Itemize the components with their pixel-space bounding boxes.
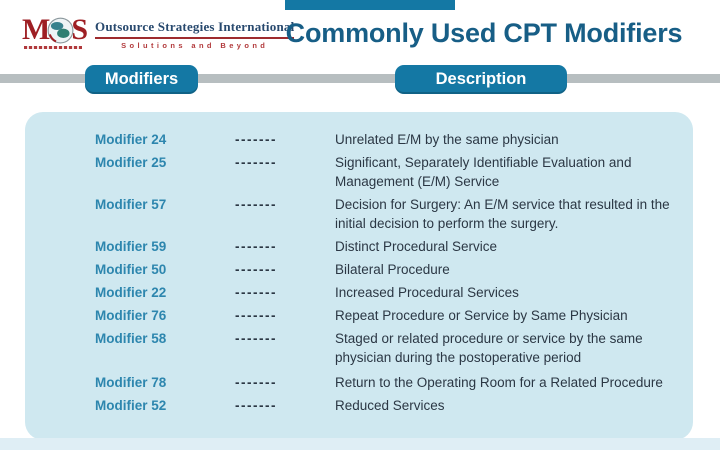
modifier-description: Decision for Surgery: An E/M service tha… <box>335 197 670 231</box>
table-row: Modifier 58 ------- Staged or related proc… <box>95 329 681 367</box>
modifier-description: Bilateral Procedure <box>335 262 450 277</box>
logo-fine-print <box>24 46 82 49</box>
table-row: Modifier 76 ------- Repeat Procedure or Se… <box>95 306 681 325</box>
modifiers-column-header: Modifiers <box>85 65 198 94</box>
modifier-code: Modifier 50 <box>95 262 167 277</box>
table-row: Modifier 50 ------- Bilateral Procedure <box>95 260 681 279</box>
top-accent-bar <box>285 0 455 10</box>
table-row: Modifier 59 ------- Distinct Procedural Se… <box>95 237 681 256</box>
modifier-description: Return to the Operating Room for a Relat… <box>335 375 663 390</box>
table-row: Modifier 52 ------- Reduced Services <box>95 396 681 415</box>
modifier-description: Distinct Procedural Service <box>335 239 498 254</box>
table-row: Modifier 22 ------- Increased Procedural S… <box>95 283 681 302</box>
logo-letter-s: S <box>71 13 89 46</box>
modifier-code: Modifier 57 <box>95 197 167 212</box>
page-title: Commonly Used CPT Modifiers <box>285 18 683 48</box>
table-row: Modifier 57 ------- Decision for Surgery: … <box>95 195 681 233</box>
logo-text: Outsource Strategies International Solut… <box>95 15 295 50</box>
dash-separator: ------- <box>235 285 277 300</box>
modifier-description: Reduced Services <box>335 398 445 413</box>
dash-separator: ------- <box>235 132 277 147</box>
dash-separator: ------- <box>235 308 277 323</box>
modifier-code: Modifier 58 <box>95 331 167 346</box>
logo-tagline: Solutions and Beyond <box>121 41 269 50</box>
content-panel: Modifier 24 ------- Unrelated E/M by the s… <box>25 112 693 440</box>
logo-monogram: M S <box>22 15 88 49</box>
dash-separator: ------- <box>235 398 277 413</box>
bottom-strip <box>0 438 720 450</box>
logo-letter-m: M <box>22 13 51 46</box>
modifier-table: Modifier 24 ------- Unrelated E/M by the s… <box>95 130 681 415</box>
modifier-code: Modifier 78 <box>95 375 167 390</box>
modifier-code: Modifier 22 <box>95 285 167 300</box>
modifier-description: Repeat Procedure or Service by Same Phys… <box>335 308 628 323</box>
table-row: Modifier 78 ------- Return to the Operatin… <box>95 373 681 392</box>
modifier-code: Modifier 25 <box>95 155 167 170</box>
dash-separator: ------- <box>235 262 277 277</box>
modifier-code: Modifier 76 <box>95 308 167 323</box>
modifier-code: Modifier 24 <box>95 132 167 147</box>
dash-separator: ------- <box>235 239 277 254</box>
dash-separator: ------- <box>235 155 277 170</box>
dash-separator: ------- <box>235 331 277 346</box>
logo: M S Outsource Strategies International S… <box>22 15 295 50</box>
header-divider-bar <box>0 74 720 83</box>
modifier-description: Unrelated E/M by the same physician <box>335 132 559 147</box>
modifier-code: Modifier 52 <box>95 398 167 413</box>
modifier-description: Increased Procedural Services <box>335 285 519 300</box>
modifier-description: Significant, Separately Identifiable Eva… <box>335 155 632 189</box>
modifier-description: Staged or related procedure or service b… <box>335 331 643 365</box>
table-row: Modifier 25 ------- Significant, Separatel… <box>95 153 681 191</box>
logo-name: Outsource Strategies International <box>95 19 295 34</box>
globe-icon <box>47 17 74 44</box>
modifier-code: Modifier 59 <box>95 239 167 254</box>
dash-separator: ------- <box>235 197 277 212</box>
table-row: Modifier 24 ------- Unrelated E/M by the s… <box>95 130 681 149</box>
dash-separator: ------- <box>235 375 277 390</box>
logo-divider <box>95 37 295 39</box>
description-column-header: Description <box>395 65 567 94</box>
